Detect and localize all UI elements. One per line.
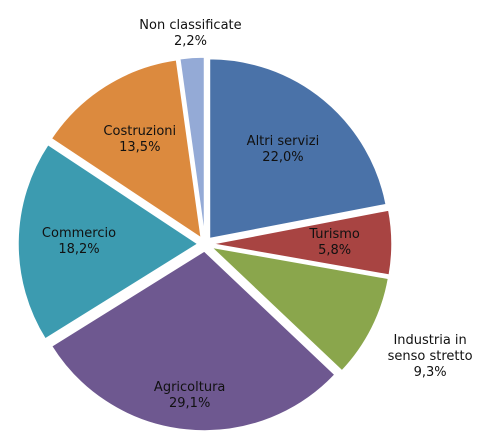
value-label: 18,2% [58, 242, 100, 258]
category-name: Costruzioni [103, 124, 177, 140]
category-name: Agricoltura [153, 380, 226, 396]
value-label: 29,1% [169, 396, 211, 412]
value-label: 13,5% [119, 140, 161, 156]
slice-label: Altri servizi 22,0% [247, 134, 320, 166]
value-label: 2,2% [173, 33, 207, 49]
slice-label: Non classificate 2,2% [139, 18, 241, 50]
slice-label: Turismo 5,8% [309, 227, 360, 259]
value-label: 9,3% [413, 365, 447, 381]
category-name: Non classificate [139, 17, 242, 33]
pie-slice [50, 58, 203, 240]
pie-slice [17, 143, 200, 341]
pie-slice [208, 245, 390, 372]
pie-slice [208, 57, 388, 240]
pie-slice [50, 250, 337, 432]
slice-label: Agricoltura 29,1% [154, 380, 225, 412]
value-label: 22,0% [262, 149, 304, 165]
category-name: Altri servizi [246, 133, 320, 149]
pie-slice [211, 209, 393, 277]
pie-slice [178, 56, 206, 238]
slice-label: Industria in senso stretto 9,3% [375, 333, 485, 381]
slice-label: Costruzioni 13,5% [103, 124, 176, 156]
category-name: Turismo [309, 226, 360, 242]
slice-label: Commercio 18,2% [42, 226, 116, 258]
value-label: 5,8% [318, 242, 352, 258]
category-name: Commercio [41, 226, 117, 242]
category-name: Industria in senso stretto [387, 333, 473, 365]
